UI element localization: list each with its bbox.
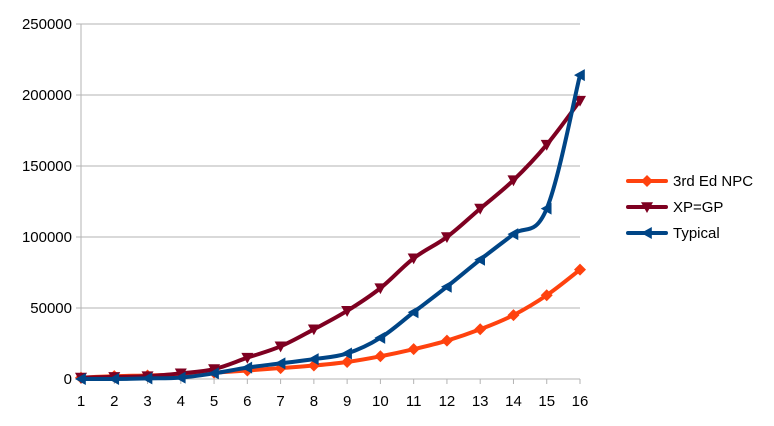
data-point [75, 373, 86, 385]
data-point [540, 202, 552, 215]
y-tick-label: 0 [64, 371, 72, 388]
data-point [407, 306, 419, 319]
y-tick-label: 250000 [22, 16, 72, 33]
x-tick-label: 9 [343, 393, 351, 410]
data-point [407, 343, 420, 356]
x-tick-label: 16 [572, 393, 589, 410]
data-point [374, 283, 387, 295]
series-line [79, 267, 582, 380]
data-point [474, 203, 487, 215]
data-point [208, 367, 219, 380]
series-line [79, 98, 582, 380]
legend-marker [641, 175, 653, 187]
x-tick-label: 4 [177, 393, 185, 410]
data-point [174, 371, 186, 384]
data-point [341, 306, 354, 317]
x-tick-label: 15 [538, 393, 555, 410]
legend-label: XP=GP [673, 199, 723, 216]
legend: 3rd Ed NPC XP=GP Typical [626, 173, 753, 242]
data-point [274, 341, 287, 353]
data-point [440, 232, 453, 243]
x-tick-label: 1 [77, 393, 85, 410]
data-point [307, 353, 319, 366]
data-point [341, 355, 354, 368]
series-line [79, 73, 582, 382]
y-tick-label: 100000 [22, 229, 72, 246]
legend-item: Typical [626, 225, 720, 242]
data-point [341, 347, 352, 360]
data-point [474, 253, 485, 266]
x-tick-label: 8 [310, 393, 318, 410]
legend-item: 3rd Ed NPC [626, 173, 753, 190]
data-point [574, 69, 585, 82]
x-tick-label: 2 [110, 393, 118, 410]
data-point [241, 352, 254, 364]
data-point [507, 228, 519, 241]
legend-marker [641, 202, 653, 213]
data-point [307, 324, 320, 336]
data-point [241, 361, 253, 374]
y-tick-label: 150000 [22, 158, 72, 175]
x-tick-label: 12 [439, 393, 456, 410]
x-tick-label: 14 [505, 393, 522, 410]
data-point [540, 289, 553, 302]
data-point [440, 334, 453, 347]
x-tick-label: 5 [210, 393, 218, 410]
x-tick-label: 13 [472, 393, 489, 410]
x-tick-label: 11 [406, 393, 422, 410]
data-point [108, 373, 120, 385]
y-tick-label: 50000 [30, 300, 72, 317]
data-point [474, 323, 487, 336]
data-point [374, 350, 387, 363]
series-1 [75, 95, 586, 384]
data-point [407, 253, 420, 265]
data-point [141, 372, 153, 385]
series-2 [75, 69, 585, 385]
legend-label: 3rd Ed NPC [673, 173, 753, 190]
x-tick-label: 10 [372, 393, 389, 410]
data-point [507, 309, 520, 322]
data-point [374, 331, 386, 344]
data-point [574, 263, 586, 276]
data-point [174, 368, 187, 380]
x-tick-label: 3 [143, 393, 151, 410]
x-tick-label: 6 [243, 393, 251, 410]
x-tick-label: 7 [276, 393, 284, 410]
data-point [507, 175, 520, 187]
series-lines [75, 69, 586, 385]
data-point [440, 280, 452, 293]
y-tick-label: 200000 [22, 87, 72, 104]
data-point [540, 139, 553, 151]
series-0 [75, 263, 586, 384]
legend-marker [641, 227, 652, 239]
legend-item: XP=GP [626, 199, 723, 216]
data-point [208, 364, 221, 376]
gridlines [81, 23, 580, 309]
data-point [574, 95, 586, 107]
data-point [274, 357, 286, 370]
legend-label: Typical [673, 225, 720, 242]
